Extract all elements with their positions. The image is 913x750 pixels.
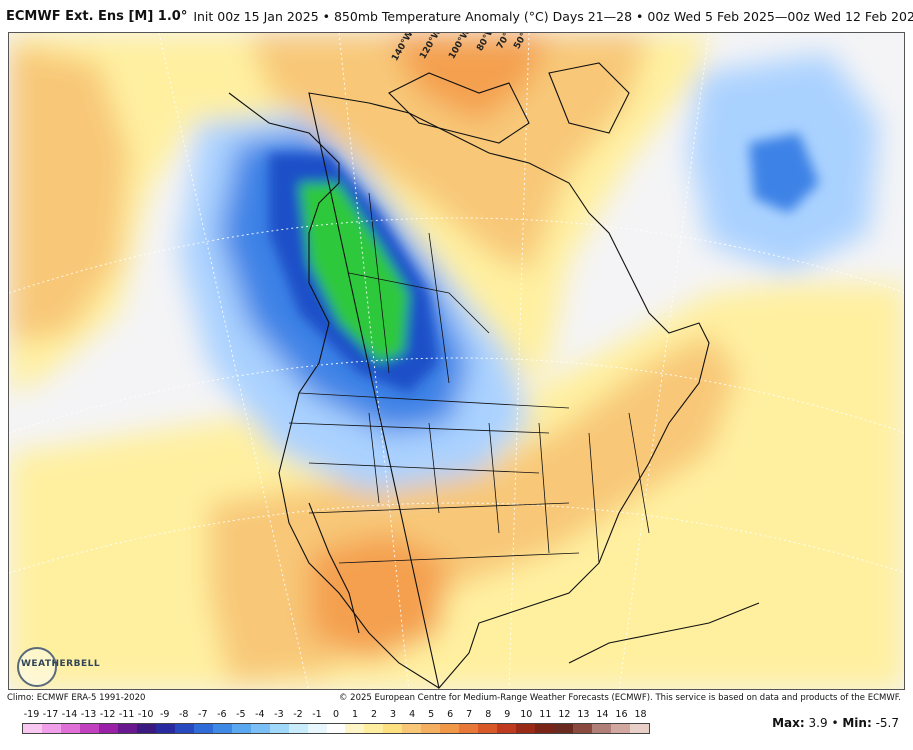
- colorbar-swatch: [136, 724, 156, 733]
- cold-region-west-extreme: [299, 183, 409, 363]
- colorbar-label: -1: [312, 709, 322, 720]
- max-min-stats: Max: 3.9 • Min: -5.7: [772, 716, 899, 730]
- colorbar-label: 5: [428, 709, 435, 720]
- colorbar-swatch: [269, 724, 289, 733]
- colorbar-swatch: [60, 724, 80, 733]
- colorbar-swatch: [326, 724, 346, 733]
- colorbar-label: 2: [371, 709, 378, 720]
- max-value: 3.9: [808, 716, 828, 730]
- colorbar-swatch: [364, 724, 384, 733]
- footer: Climo: ECMWF ERA-5 1991-2020 © 2025 Euro…: [0, 692, 913, 706]
- colorbar-label: -3: [274, 709, 284, 720]
- colorbar-swatch: [440, 724, 460, 733]
- colorbar-swatch: [23, 724, 42, 733]
- coastlines: [228, 62, 760, 689]
- map-canvas: [9, 33, 904, 689]
- colorbar-label: 3: [390, 709, 397, 720]
- colorbar-swatch: [630, 724, 649, 733]
- graticule: [9, 33, 904, 689]
- colorbar-swatch: [212, 724, 232, 733]
- colorbar-label: 1: [351, 709, 359, 720]
- climo-text: Climo: ECMWF ERA-5 1991-2020: [7, 693, 146, 703]
- colorbar-label: -17: [42, 709, 59, 720]
- colorbar-label: 11: [539, 709, 552, 720]
- colorbar-label: -14: [61, 709, 78, 720]
- colorbar-label: -12: [99, 709, 116, 720]
- colorbar-label: -8: [179, 709, 189, 720]
- colorbar-labels: -19 -17 -14 -13 -12 -11 -10 -9 -8 -7 -6 -5 -4 -3 -2 -1 0…: [18, 709, 650, 721]
- colorbar-label: 10: [520, 709, 533, 720]
- colorbar-swatch: [174, 724, 194, 733]
- colorbar-label: 13: [577, 709, 590, 720]
- cold-region-atlantic-core: [749, 133, 819, 213]
- logo-text: WEATHERBELL: [21, 659, 101, 669]
- colorbar-label: 18: [634, 709, 647, 720]
- colorbar-swatch: [459, 724, 479, 733]
- logo-ring: [17, 647, 57, 687]
- colorbar-swatch: [421, 724, 441, 733]
- colorbar-label: 12: [558, 709, 571, 720]
- colorbar-swatch: [573, 724, 593, 733]
- colorbar: [22, 723, 650, 734]
- max-label: Max:: [772, 716, 805, 730]
- colorbar-swatch: [155, 724, 175, 733]
- colorbar-swatch: [611, 724, 630, 733]
- anomaly-map: 140°W 120°W 100°W 80°W 70°W 50°W WEATHER…: [8, 32, 905, 690]
- colorbar-label: -6: [217, 709, 227, 720]
- political-borders: [288, 192, 650, 564]
- colorbar-label: -19: [23, 709, 40, 720]
- colorbar-label: -5: [236, 709, 246, 720]
- colorbar-swatch: [193, 724, 213, 733]
- colorbar-label: -10: [137, 709, 154, 720]
- min-value: -5.7: [875, 716, 899, 730]
- colorbar-label: 8: [485, 709, 492, 720]
- warm-core-arctic-strong: [389, 33, 549, 123]
- colorbar-swatch: [592, 724, 612, 733]
- colorbar-swatch: [554, 724, 574, 733]
- colorbar-swatch: [98, 724, 118, 733]
- colorbar-label: 0: [332, 709, 340, 720]
- colorbar-swatch: [516, 724, 536, 733]
- colorbar-label: -11: [118, 709, 135, 720]
- colorbar-swatch: [497, 724, 517, 733]
- colorbar-swatch: [383, 724, 403, 733]
- colorbar-swatch: [250, 724, 270, 733]
- colorbar-swatch: [478, 724, 498, 733]
- title-details: Init 00z 15 Jan 2025 • 850mb Temperature…: [193, 8, 913, 24]
- colorbar-swatch: [307, 724, 327, 733]
- chart-header: ECMWF Ext. Ens [M] 1.0° Init 00z 15 Jan …: [0, 0, 913, 32]
- colorbar-label: -9: [159, 709, 170, 720]
- colorbar-label: 6: [447, 709, 454, 720]
- colorbar-swatch: [288, 724, 308, 733]
- colorbar-swatch: [117, 724, 137, 733]
- colorbar-swatch: [402, 724, 422, 733]
- colorbar-swatch: [535, 724, 555, 733]
- model-title: ECMWF Ext. Ens [M] 1.0°: [6, 8, 188, 24]
- colorbar-label: -13: [80, 709, 97, 720]
- colorbar-label: -7: [198, 709, 208, 720]
- colorbar-label: -2: [293, 709, 303, 720]
- colorbar-swatch: [79, 724, 99, 733]
- colorbar-swatch: [41, 724, 61, 733]
- colorbar-label: 4: [409, 709, 416, 720]
- copyright-text: © 2025 European Centre for Medium-Range …: [338, 693, 901, 703]
- warm-core-northwest: [9, 43, 129, 343]
- colorbar-label: 14: [596, 709, 609, 720]
- colorbar-swatch: [231, 724, 251, 733]
- colorbar-label: -4: [255, 709, 265, 720]
- min-label: Min:: [842, 716, 872, 730]
- colorbar-label: 7: [466, 709, 473, 720]
- colorbar-label: 9: [504, 709, 511, 720]
- warm-core-arctic: [249, 33, 649, 273]
- stat-separator: •: [831, 716, 839, 730]
- warm-core-mexico: [309, 533, 449, 663]
- colorbar-label: 16: [615, 709, 628, 720]
- weatherbell-logo: WEATHERBELL: [15, 645, 101, 689]
- colorbar-swatch: [345, 724, 365, 733]
